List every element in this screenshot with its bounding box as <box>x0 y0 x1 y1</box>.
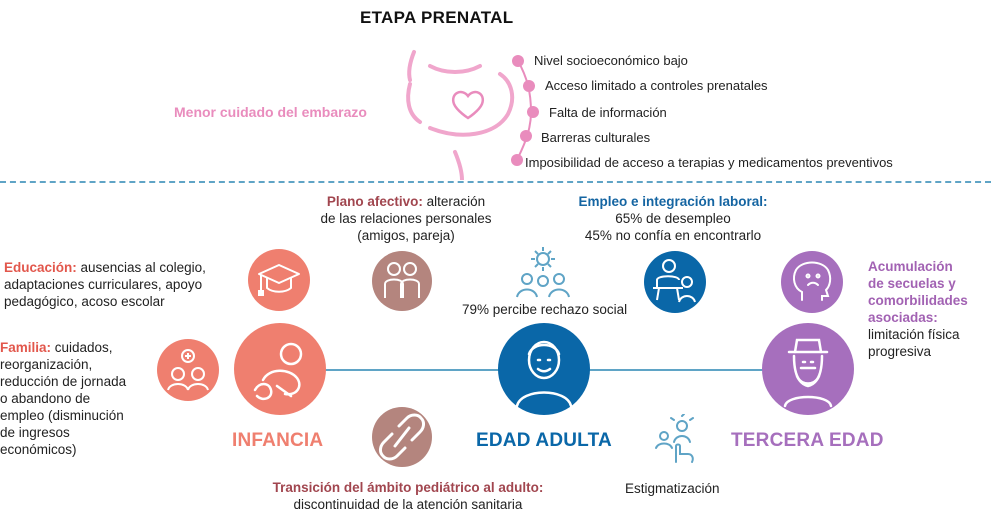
head-sad-icon <box>781 251 843 313</box>
stage-adulta: EDAD ADULTA <box>476 430 612 451</box>
adult-icon <box>498 323 590 415</box>
stigma-icon <box>655 414 694 463</box>
prenatal-label: Menor cuidado del embarazo <box>174 104 367 120</box>
educacion-line: pedagógico, acoso escolar <box>4 294 165 309</box>
rechazo-text: 79% percibe rechazo social <box>462 302 628 317</box>
empleo-head: Empleo e integración laboral: <box>578 194 768 209</box>
transicion-text: Transición del ámbito pediátrico al adul… <box>238 479 578 513</box>
familia-text: Familia: cuidados, reorganización, reduc… <box>0 339 160 458</box>
graduation-cap-icon <box>248 249 310 311</box>
familia-head: Familia: <box>0 340 52 355</box>
heart-icon <box>451 90 485 120</box>
stage-infancia: INFANCIA <box>232 430 324 451</box>
educacion-line: adaptaciones curriculares, apoyo <box>4 277 203 292</box>
estigmatizacion-text: Estigmatización <box>625 481 720 496</box>
plano-line: de las relaciones personales <box>320 211 492 226</box>
acumulacion-head: Acumulación <box>868 259 953 274</box>
social-rejection-icon <box>516 247 570 298</box>
plano-line: (amigos, pareja) <box>357 228 455 243</box>
acumulacion-head: asociadas: <box>868 310 938 325</box>
pregnancy-icon <box>406 50 515 180</box>
transicion-line: discontinuidad de la atención sanitaria <box>293 497 523 512</box>
couple-icon <box>372 251 432 311</box>
educacion-head: Educación: <box>4 260 77 275</box>
stage-tercera: TERCERA EDAD <box>731 430 884 451</box>
familia-line: cuidados, <box>51 340 113 355</box>
familia-line: económicos) <box>0 442 77 457</box>
acumulacion-text: Acumulación de secuelas y comorbilidades… <box>868 258 990 360</box>
baby-icon <box>234 323 326 415</box>
empleo-line: 45% no confía en encontrarlo <box>584 228 762 243</box>
acumulacion-head: comorbilidades <box>868 293 968 308</box>
broken-link-icon <box>372 407 432 467</box>
acumulacion-head: de secuelas y <box>868 276 956 291</box>
factor-item: Imposibilidad de acceso a terapias y med… <box>525 155 893 170</box>
transicion-head: Transición del ámbito pediátrico al adul… <box>272 480 544 495</box>
plano-line: alteración <box>422 194 486 209</box>
elderly-icon <box>762 323 854 415</box>
acumulacion-line: limitación física <box>868 327 960 342</box>
educacion-line: ausencias al colegio, <box>76 260 206 275</box>
familia-line: de ingresos <box>0 425 70 440</box>
empleo-text: Empleo e integración laboral: 65% de des… <box>548 193 798 244</box>
familia-line: o abandono de <box>0 391 91 406</box>
job-interview-icon <box>644 251 706 313</box>
plano-afectivo-head: Plano afectivo: <box>326 194 423 209</box>
factor-item: Acceso limitado a controles prenatales <box>545 78 768 93</box>
plano-afectivo-text: Plano afectivo: alteración de las relaci… <box>296 193 516 244</box>
factor-item: Nivel socioeconómico bajo <box>534 53 688 68</box>
educacion-text: Educación: ausencias al colegio, adaptac… <box>4 259 244 310</box>
factors-connector <box>511 55 539 166</box>
acumulacion-line: progresiva <box>868 344 932 359</box>
familia-line: reorganización, <box>0 357 93 372</box>
familia-line: empleo (disminución <box>0 408 124 423</box>
empleo-line: 65% de desempleo <box>615 211 731 226</box>
page-title: ETAPA PRENATAL <box>360 8 514 27</box>
familia-line: reducción de jornada <box>0 374 127 389</box>
factor-item: Barreras culturales <box>541 130 651 145</box>
factor-item: Falta de información <box>549 105 667 120</box>
section-divider <box>0 181 991 183</box>
family-icon <box>157 339 219 401</box>
